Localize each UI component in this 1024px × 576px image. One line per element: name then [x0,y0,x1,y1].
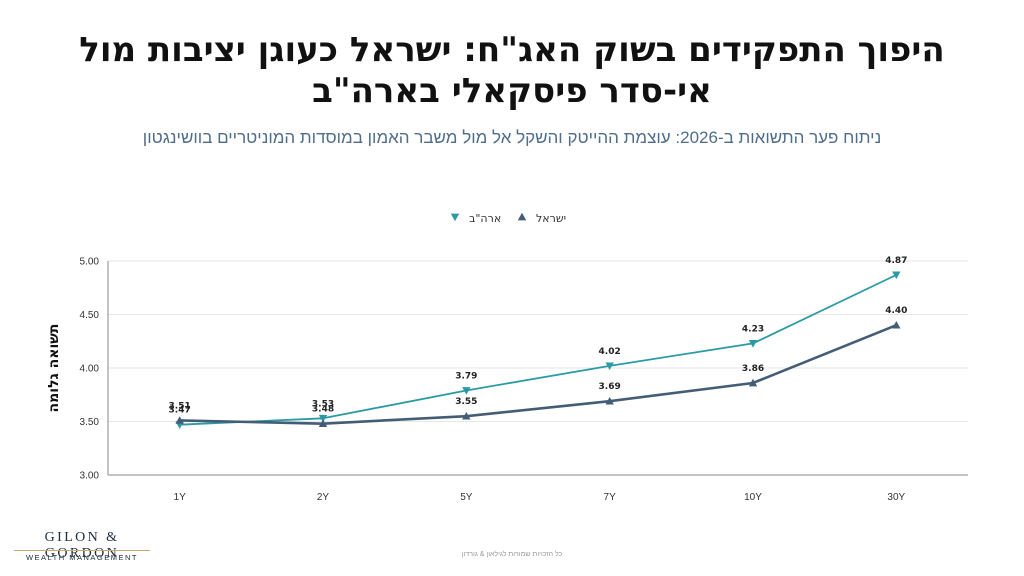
y-tick-label: 3.00 [80,471,100,482]
data-label-israel: 3.86 [742,364,764,374]
data-point-israel [748,378,758,387]
x-tick-label: 2Y [317,492,330,503]
data-label-israel: 3.48 [312,405,334,415]
data-point-us [605,362,614,371]
data-point-us [748,340,758,348]
company-logo: GILON & GORDON WEALTH MANAGEMENT [14,530,154,564]
subtitle: ניתוח פער התשואות ב-2026: עוצמת ההייטק ו… [142,128,882,147]
y-axis-title: תשואה גלומה [46,324,62,413]
data-label-israel: 3.69 [599,382,621,392]
data-point-israel [175,416,184,424]
data-point-us [462,387,471,395]
series-line-israel [179,323,897,425]
data-point-us [318,414,328,423]
footer-copyright: כל הזכויות שמורות לגילאון & גורדון [461,551,563,558]
title-line-1: היפוך התפקידים בשוק האג"ח: ישראל כעוגן י… [79,30,945,70]
data-point-us [892,271,901,280]
data-point-israel [605,396,614,405]
logo-divider [14,550,150,551]
logo-wordmark: GILON & GORDON [44,530,120,561]
x-tick-label: 1Y [174,492,187,503]
y-tick-label: 3.50 [80,417,100,428]
y-tick-label: 5.00 [80,257,100,268]
data-label-us: 3.79 [455,371,477,381]
data-label-us: 3.53 [312,399,334,409]
data-label-israel: 4.40 [885,306,907,316]
data-label-us: 4.23 [742,324,764,334]
data-point-israel [462,411,471,420]
title-line-2: אי-סדר פיסקאלי בארה"ב [312,71,712,111]
legend-marker-israel [517,212,527,221]
x-tick-label: 7Y [604,492,617,503]
legend-label-israel: ישראל [536,212,566,225]
logo-tagline: WEALTH MANAGEMENT [25,553,139,562]
data-point-israel [892,321,901,329]
legend-label-us: ארה"ב [469,212,501,225]
data-label-us: 3.47 [169,406,191,416]
y-tick-label: 4.00 [80,364,100,375]
series-line-us [179,274,897,426]
data-point-israel [318,419,328,427]
data-label-us: 4.87 [885,256,907,266]
x-tick-label: 10Y [744,492,762,503]
data-label-us: 4.02 [599,347,621,357]
data-label-israel: 3.55 [455,397,477,407]
legend-marker-us [450,213,460,222]
y-tick-label: 4.50 [80,310,100,321]
x-tick-label: 5Y [460,492,473,503]
x-tick-label: 30Y [887,492,905,503]
page-title: היפוך התפקידים בשוק האג"ח: ישראל כעוגן י… [40,30,984,112]
data-label-israel: 3.51 [169,401,191,411]
